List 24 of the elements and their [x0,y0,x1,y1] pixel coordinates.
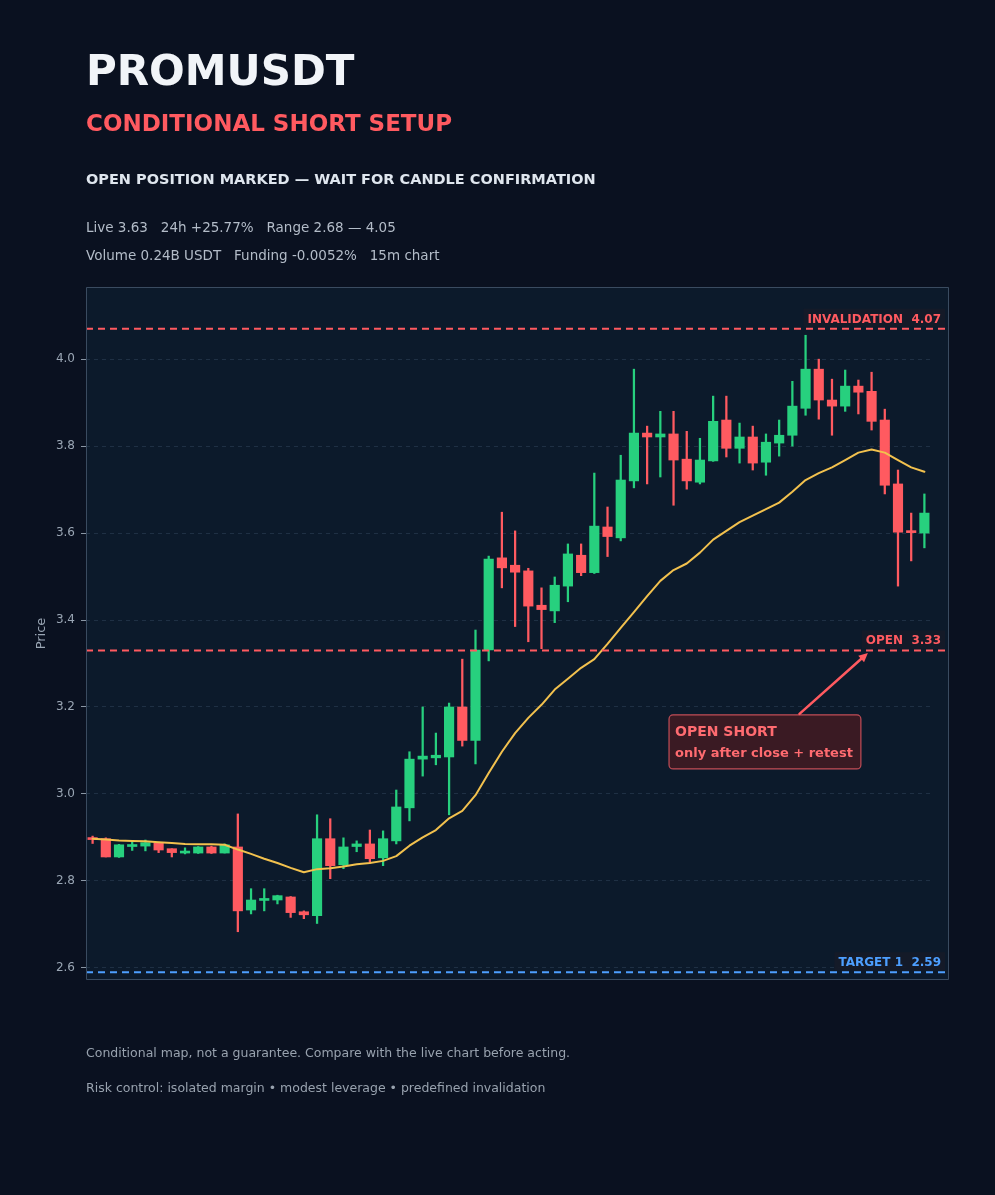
candlestick [853,379,864,415]
annotation: OPEN SHORT only after close + retest [675,722,853,760]
y-tick-label: 3.8 [55,438,75,453]
text: Risk control: isolated margin • modest leverage • predefined invalidation [86,1079,546,1097]
text: OPEN POSITION MARKED — WAIT FOR CANDLE CONFIRMATION [86,170,596,189]
y-tick-label: 2.6 [55,959,75,974]
text: Live 3.63 24h +25.77% Range 2.68 — 4.05 [86,218,396,237]
candlestick [734,422,745,464]
candlestick [668,411,679,506]
ref-line-label: TARGET 1 2.59 [838,955,941,970]
text: Volume 0.24B USDT Funding -0.0052% 15m chart [86,246,440,265]
chart-subtitle: CONDITIONAL SHORT SETUP [86,109,453,138]
y-tick-label: 4.0 [55,351,75,366]
candlestick [602,506,613,557]
y-tick-label: 3.6 [55,525,75,540]
y-tick-label: 3.0 [55,786,75,801]
y-tick-label: 3.4 [55,612,75,627]
y-tick-label: 3.2 [55,699,75,714]
chart-title: PROMUSDT [86,45,355,97]
y-tick-label: 2.8 [55,873,75,887]
text: Conditional map, not a guarantee. Compare with the live chart before acting. [86,1044,571,1062]
ref-line-label: OPEN 3.33 [865,633,941,648]
y-axis-title: Price [33,617,49,650]
ref-line-label: INVALIDATION 4.07 [807,311,941,326]
